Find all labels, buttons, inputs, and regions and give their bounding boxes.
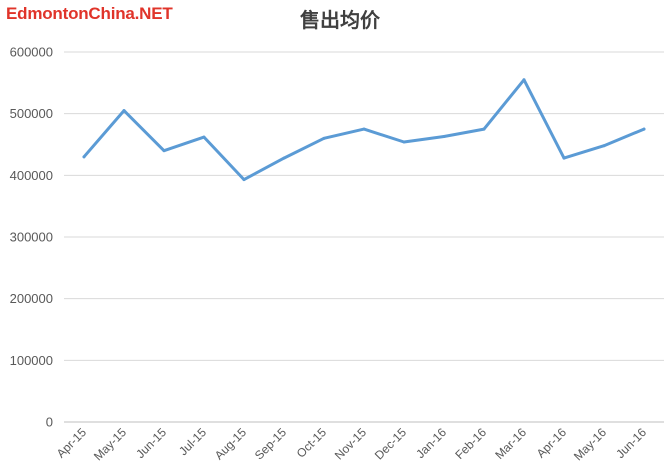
- data-point: [202, 135, 206, 139]
- data-point: [82, 155, 86, 159]
- x-tick-label: Jun-15: [133, 425, 169, 461]
- chart-title: 售出均价: [300, 8, 381, 32]
- data-point: [362, 127, 366, 131]
- x-tick-label: Nov-15: [332, 425, 369, 462]
- x-tick-label: Dec-15: [372, 425, 409, 462]
- y-tick-label: 500000: [10, 106, 53, 121]
- x-tick-label: Feb-16: [452, 425, 489, 462]
- data-point: [242, 178, 246, 182]
- x-tick-label: Sep-15: [252, 425, 289, 462]
- y-tick-label: 400000: [10, 168, 53, 183]
- data-point: [322, 136, 326, 140]
- data-point: [522, 78, 526, 82]
- series-layer: [82, 78, 646, 182]
- x-tick-label: Oct-15: [294, 425, 330, 461]
- data-point: [602, 144, 606, 148]
- x-tick-label: May-16: [571, 425, 609, 463]
- data-point: [442, 134, 446, 138]
- gridlines: [64, 51, 664, 423]
- y-tick-label: 600000: [10, 45, 53, 60]
- data-point: [402, 140, 406, 144]
- y-tick-label: 0: [46, 415, 53, 430]
- data-point: [642, 127, 646, 131]
- x-tick-label: Apr-15: [54, 425, 90, 461]
- watermark-logo: EdmontonChina.NET: [6, 4, 173, 23]
- x-tick-label: Jul-15: [176, 425, 209, 458]
- y-tick-label: 300000: [10, 230, 53, 245]
- x-tick-label: Aug-15: [212, 425, 249, 462]
- data-point: [482, 127, 486, 131]
- x-tick-label: Apr-16: [534, 425, 570, 461]
- x-tick-label: May-15: [91, 425, 129, 463]
- x-axis-ticks: Apr-15 May-15 Jun-15 Jul-15 Aug-15 Sep-15 Oct-…: [54, 425, 650, 463]
- data-point: [162, 149, 166, 153]
- y-axis-ticks: 0 100000 200000 300000 400000 500000 600000: [10, 45, 53, 430]
- y-tick-label: 200000: [10, 291, 53, 306]
- data-point: [562, 156, 566, 160]
- x-tick-label: Jan-16: [413, 425, 449, 461]
- data-point: [282, 156, 286, 160]
- x-tick-label: Mar-16: [492, 425, 529, 462]
- y-tick-label: 100000: [10, 353, 53, 368]
- data-point: [122, 109, 126, 113]
- x-tick-label: Jun-16: [613, 425, 649, 461]
